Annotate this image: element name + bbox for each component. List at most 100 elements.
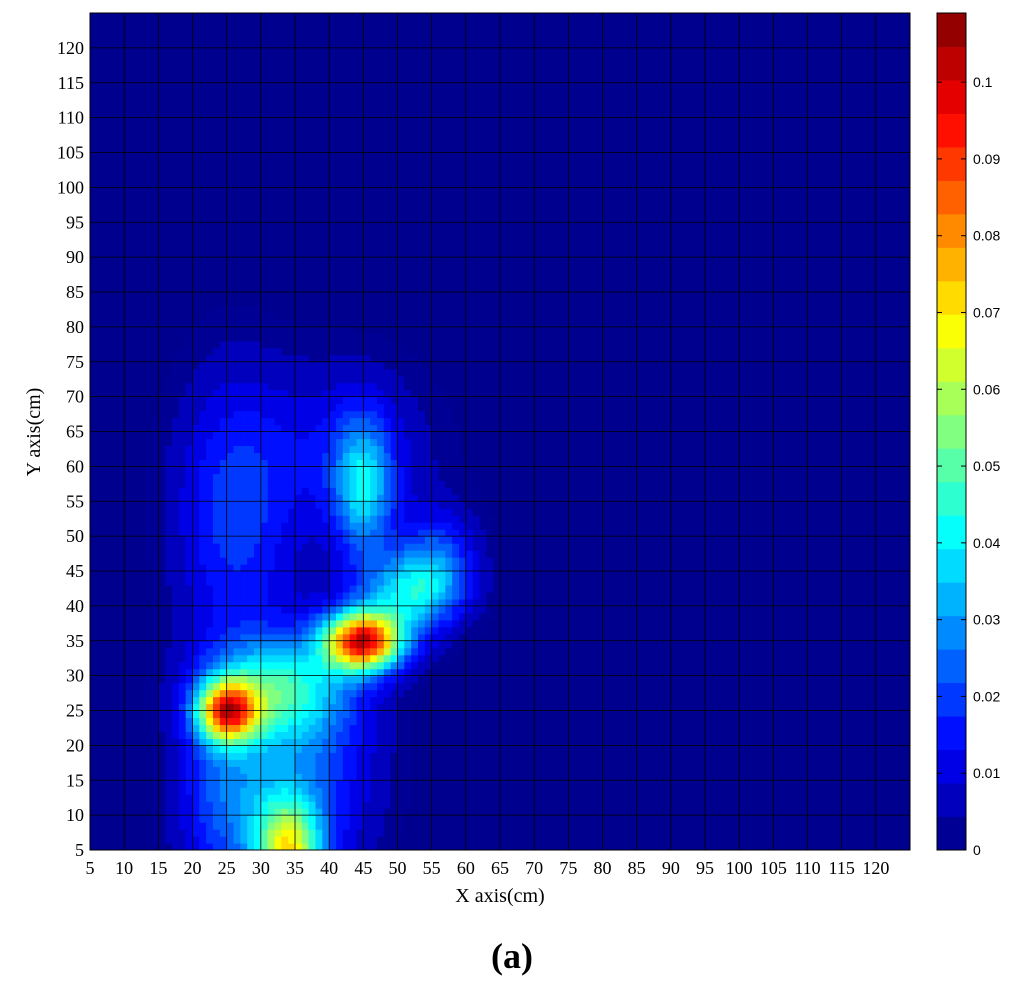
contour-cell [370, 522, 378, 530]
contour-cell [404, 710, 412, 719]
contour-cell [404, 794, 412, 802]
contour-cell [267, 536, 276, 544]
colorbar-band [937, 314, 966, 349]
contour-cell [185, 354, 194, 363]
contour-cell [349, 780, 358, 788]
contour-cell [267, 431, 276, 440]
contour-cell [301, 731, 310, 739]
contour-cell [356, 577, 364, 586]
contour-cell [329, 522, 337, 530]
contour-cell [172, 731, 180, 739]
contour-cell [185, 577, 194, 586]
contour-cell [178, 424, 187, 433]
x-tick-label: 35 [286, 858, 304, 878]
contour-cell [390, 619, 399, 628]
contour-cell [404, 543, 412, 551]
contour-cell [260, 347, 269, 356]
contour-cell [274, 605, 282, 614]
contour-cell [308, 710, 317, 719]
contour-cell [233, 340, 241, 349]
contour-cell [274, 333, 282, 342]
contour-cell [424, 536, 433, 544]
contour-cell [206, 619, 214, 628]
contour-cell [247, 319, 255, 328]
contour-cell [192, 689, 200, 698]
contour-cell [295, 843, 303, 850]
contour-cell [349, 557, 358, 565]
contour-cell [233, 389, 241, 398]
contour-cell [377, 605, 385, 614]
contour-cell [240, 738, 248, 746]
contour-cell [329, 619, 337, 628]
contour-cell [383, 494, 392, 502]
y-tick-label: 45 [66, 561, 84, 581]
contour-cell [267, 654, 276, 663]
contour-cell [438, 564, 446, 572]
contour-cell [267, 689, 276, 698]
contour-cell [308, 584, 317, 593]
contour-cell [452, 452, 460, 460]
contour-cell [315, 633, 323, 642]
contour-cell [158, 689, 166, 698]
contour-cell [370, 801, 378, 809]
contour-cell [254, 361, 262, 370]
contour-cell [288, 661, 296, 670]
contour-cell [158, 410, 166, 419]
contour-cell [274, 347, 282, 356]
contour-cell [151, 738, 159, 746]
contour-cell [342, 731, 351, 739]
contour-cell [438, 431, 446, 440]
contour-cell [315, 445, 323, 454]
contour-cell [377, 480, 385, 488]
contour-cell [151, 696, 159, 705]
contour-cell [356, 815, 364, 823]
contour-cell [288, 340, 296, 349]
contour-cell [158, 808, 166, 816]
contour-cell [370, 612, 378, 621]
contour-cell [165, 626, 173, 635]
contour-cell [281, 571, 289, 579]
contour-cell [390, 389, 399, 398]
contour-cell [397, 682, 405, 691]
contour-cell [199, 431, 207, 440]
contour-cell [486, 598, 494, 607]
contour-cell [226, 340, 235, 349]
contour-cell [213, 584, 221, 593]
contour-cell [226, 473, 235, 481]
contour-cell [267, 745, 276, 753]
contour-cell [486, 543, 494, 551]
contour-cell [165, 424, 173, 433]
contour-cell [199, 473, 207, 481]
y-tick-label: 85 [66, 282, 84, 302]
contour-cell [370, 354, 378, 363]
contour-cell [295, 522, 303, 530]
contour-cell [356, 494, 364, 502]
contour-cell [363, 626, 371, 635]
contour-cell [254, 564, 262, 572]
contour-cell [356, 647, 364, 656]
contour-cell [219, 654, 228, 663]
contour-cell [178, 773, 187, 781]
x-tick-label: 45 [354, 858, 372, 878]
contour-cell [336, 403, 344, 412]
contour-cell [315, 717, 323, 726]
contour-cell [281, 382, 289, 391]
contour-cell [370, 661, 378, 670]
contour-cell [260, 829, 269, 837]
y-tick-label: 120 [57, 38, 84, 58]
contour-cell [213, 801, 221, 809]
contour-cell [274, 459, 282, 467]
contour-cell [438, 424, 446, 433]
contour-cell [254, 647, 262, 656]
contour-cell [397, 577, 405, 586]
contour-cell [192, 675, 200, 684]
contour-cell [431, 466, 440, 474]
contour-cell [363, 773, 371, 781]
contour-cell [301, 361, 310, 370]
contour-cell [213, 466, 221, 474]
contour-cell [493, 571, 501, 579]
contour-cell [144, 543, 153, 551]
contour-cell [363, 543, 371, 551]
contour-cell [144, 689, 153, 698]
contour-cell [356, 612, 364, 621]
